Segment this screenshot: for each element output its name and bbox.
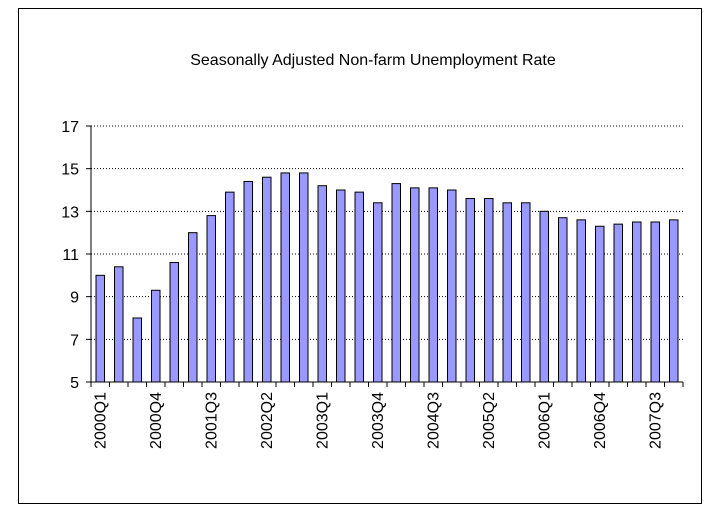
bar — [336, 189, 346, 383]
bar — [650, 221, 661, 383]
x-tick-label: 2006Q1 — [536, 392, 553, 449]
x-tick-labels: 2000Q1 2000Q4 2001Q3 2002Q2 2003Q1 2003Q4 2004… — [92, 392, 664, 449]
bar — [114, 266, 124, 383]
y-tick-label: 17 — [61, 119, 79, 136]
bar — [521, 202, 531, 383]
y-tick-labels: 5 7 9 11 13 15 17 — [61, 119, 79, 392]
bar — [410, 187, 420, 383]
bar — [188, 232, 198, 383]
bars — [95, 172, 679, 383]
y-tick-label: 5 — [70, 375, 79, 392]
bar — [225, 191, 235, 383]
bar — [558, 217, 568, 383]
x-tick-label: 2007Q3 — [647, 392, 664, 449]
y-tick-label: 9 — [70, 290, 79, 307]
y-tick-label: 11 — [62, 247, 79, 264]
bar — [317, 185, 328, 383]
bar — [484, 198, 494, 383]
bar — [373, 202, 383, 383]
bar — [465, 198, 476, 383]
axes — [86, 125, 684, 387]
chart-container: Seasonally Adjusted Non-farm Unemploymen… — [18, 8, 702, 504]
bar — [354, 191, 365, 383]
x-tick-label: 2003Q1 — [314, 392, 331, 449]
bar — [132, 317, 143, 383]
bar — [280, 172, 291, 383]
chart-title: Seasonally Adjusted Non-farm Unemploymen… — [190, 52, 556, 69]
x-tick-label: 2003Q4 — [370, 392, 387, 449]
bar — [169, 262, 180, 383]
bar — [595, 225, 605, 383]
bar — [262, 176, 272, 383]
bar — [391, 183, 402, 383]
x-tick-label: 2006Q4 — [592, 392, 609, 449]
bar — [576, 219, 587, 383]
x-tick-label: 2000Q1 — [92, 392, 109, 449]
x-tick-label: 2000Q4 — [148, 392, 165, 449]
bar — [95, 274, 106, 383]
bar-chart: Seasonally Adjusted Non-farm Unemploymen… — [61, 52, 684, 449]
bar — [632, 221, 642, 383]
x-tick-label: 2005Q2 — [481, 392, 498, 449]
y-tick-label: 15 — [61, 162, 79, 179]
bar — [613, 223, 624, 383]
bar — [669, 219, 679, 383]
x-tick-label: 2002Q2 — [259, 392, 276, 449]
y-tick-label: 7 — [70, 332, 79, 349]
bar — [151, 289, 161, 383]
gridlines — [91, 125, 683, 340]
bar — [447, 189, 457, 383]
bar — [539, 210, 550, 383]
y-tick-label: 13 — [61, 204, 79, 221]
bar — [243, 180, 254, 383]
bar — [299, 172, 309, 383]
x-tick-label: 2001Q3 — [203, 392, 220, 449]
bar — [206, 215, 217, 383]
bar — [502, 202, 513, 383]
bar — [428, 187, 439, 383]
x-tick-label: 2004Q3 — [425, 392, 442, 449]
